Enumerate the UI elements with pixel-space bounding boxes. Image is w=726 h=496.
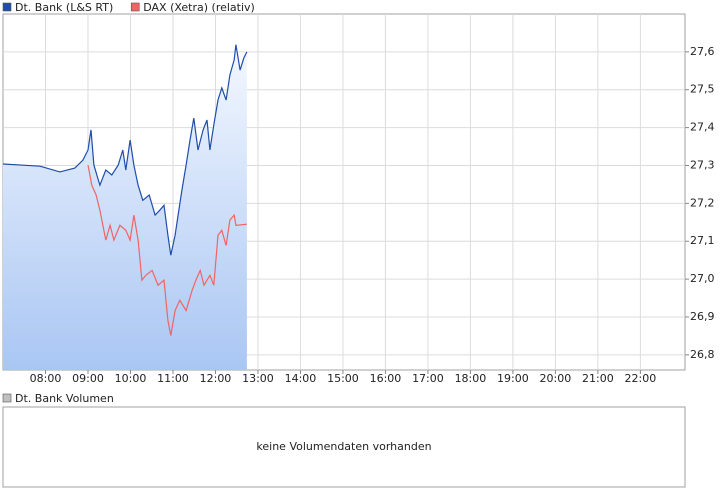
x-tick-label: 20:00: [540, 372, 572, 385]
line: [87, 164, 247, 336]
line: [2, 44, 248, 256]
x-tick-label: 10:00: [115, 372, 147, 385]
legend-swatch: [2, 393, 12, 403]
x-tick-label: 17:00: [412, 372, 444, 385]
y-tick-label: 27,5: [690, 83, 715, 96]
y-tick-label: 27,3: [690, 158, 715, 171]
y-tick-label: 26,9: [690, 310, 715, 323]
x-tick-label: 22:00: [625, 372, 657, 385]
y-tick-label: 27,4: [690, 121, 715, 134]
x-tick-label: 11:00: [157, 372, 189, 385]
x-tick-label: 19:00: [497, 372, 529, 385]
x-tick-label: 18:00: [455, 372, 487, 385]
y-tick-label: 26,8: [690, 348, 715, 361]
y-tick-label: 27,2: [690, 196, 715, 209]
legend-label: DAX (Xetra) (relativ): [143, 1, 255, 14]
area: [3, 44, 247, 370]
y-tick-label: 27,6: [690, 45, 715, 58]
x-tick-label: 16:00: [370, 372, 402, 385]
x-tick-label: 15:00: [327, 372, 359, 385]
x-tick-label: 09:00: [72, 372, 104, 385]
x-tick-label: 12:00: [200, 372, 232, 385]
legend-label: Dt. Bank (L&S RT): [15, 1, 113, 14]
x-tick-label: 14:00: [285, 372, 317, 385]
x-tick-label: 13:00: [242, 372, 274, 385]
y-tick-label: 27,1: [690, 234, 715, 247]
legend-swatch: [2, 2, 12, 12]
legend-swatch: [130, 2, 140, 12]
volume-frame: [2, 406, 686, 488]
x-tick-label: 08:00: [30, 372, 62, 385]
y-tick-label: 27,0: [690, 272, 715, 285]
volume-message: keine Volumendaten vorhanden: [256, 440, 431, 453]
legend-label: Dt. Bank Volumen: [15, 392, 114, 405]
x-tick-label: 21:00: [582, 372, 614, 385]
